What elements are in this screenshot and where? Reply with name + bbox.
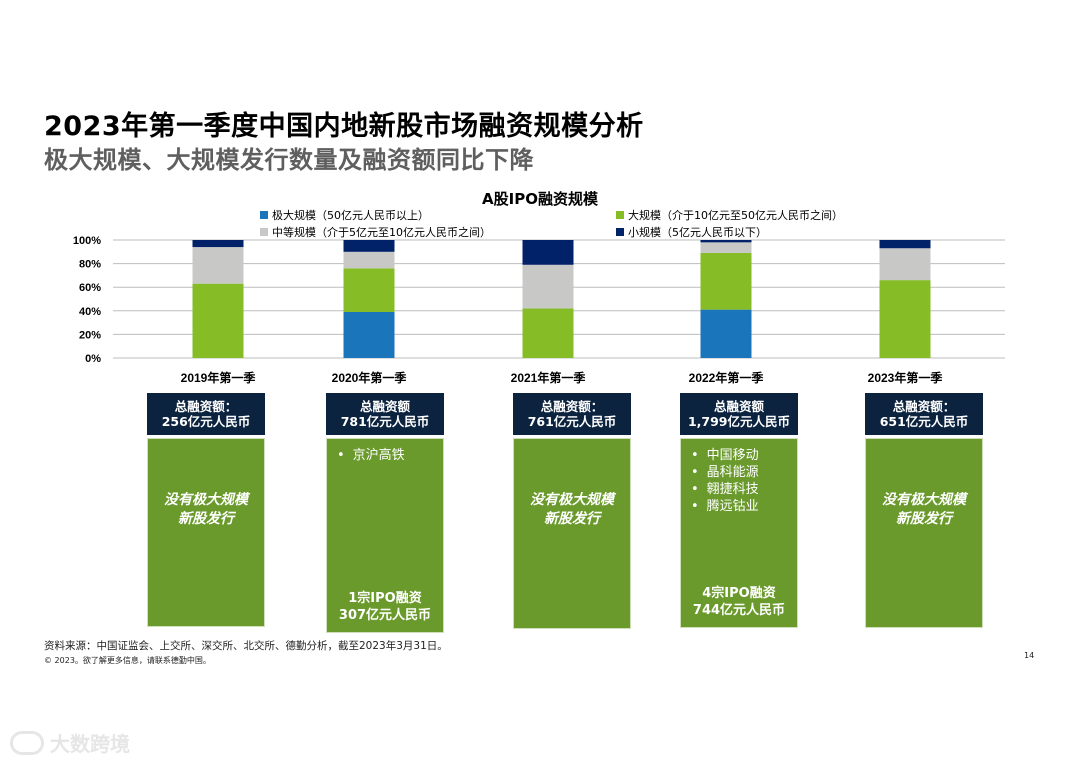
bar-segment-small [343, 240, 395, 252]
mega-ipo-summary-line: 1宗IPO融资 [348, 591, 422, 606]
mega-ipo-box: 京沪高铁 1宗IPO融资 307亿元人民币 [326, 438, 444, 633]
legend-swatch-medium [260, 228, 268, 236]
no-mega-ipo-note: 没有极大规模 新股发行 [866, 491, 982, 529]
list-item: 翱捷科技 [691, 481, 759, 498]
page-subtitle: 极大规模、大规模发行数量及融资额同比下降 [44, 146, 534, 174]
mega-ipo-summary-line: 744亿元人民币 [692, 603, 786, 618]
list-item: 腾远钴业 [691, 498, 759, 515]
list-item: 京沪高铁 [337, 447, 405, 464]
y-tick-label: 0% [85, 353, 101, 365]
total-financing-box: 总融资额： 256亿元人民币 [147, 393, 265, 435]
total-financing-value: 256亿元人民币 [161, 414, 251, 429]
bar-segment-small [700, 240, 752, 243]
no-mega-ipo-line: 没有极大规模 [530, 492, 614, 508]
bar-segment-small [522, 240, 574, 265]
y-tick-label: 80% [79, 259, 101, 271]
mega-ipo-summary-line: 307亿元人民币 [338, 608, 432, 623]
page-number: 14 [1024, 651, 1035, 660]
category-label: 2022年第一季 [689, 370, 765, 385]
category-label: 2023年第一季 [868, 370, 944, 385]
no-mega-ipo-line: 新股发行 [178, 511, 234, 527]
mega-ipo-box: 中国移动晶科能源翱捷科技腾远钴业 4宗IPO融资 744亿元人民币 [680, 438, 798, 628]
legend-label-large: 大规模（介于10亿元至50亿元人民币之间） [628, 209, 843, 222]
bar-segment-medium [700, 242, 752, 253]
no-mega-ipo-note: 没有极大规模 新股发行 [148, 491, 264, 529]
legend-small: 小规模（5亿元人民币以下） [616, 224, 767, 240]
legend-mega: 极大规模（50亿元人民币以上） [260, 207, 429, 223]
stacked-bar-chart: 100% 80% 60% 40% 20% 0% 2019年第一季 2020年第一季 2021年第… [73, 235, 1005, 385]
mega-ipo-box: 没有极大规模 新股发行 [865, 438, 983, 628]
category-label: 2020年第一季 [332, 370, 408, 385]
bar-segment-mega [343, 311, 395, 358]
bar-segment-large [879, 280, 931, 358]
y-tick-label: 100% [73, 235, 101, 247]
total-financing-label: 总融资额： [174, 399, 238, 414]
bar-segment-medium [192, 247, 244, 284]
no-mega-ipo-line: 没有极大规模 [164, 492, 248, 508]
bar-segment-mega [700, 309, 752, 358]
mega-ipo-summary: 1宗IPO融资 307亿元人民币 [327, 590, 443, 624]
total-financing-label: 总融资额： [540, 399, 604, 414]
list-item: 中国移动 [691, 447, 759, 464]
no-mega-ipo-line: 新股发行 [544, 511, 600, 527]
total-financing-value: 651亿元人民币 [879, 414, 969, 429]
bar-segment-medium [343, 251, 395, 269]
bar-segment-large [700, 252, 752, 310]
mega-ipo-summary-line: 4宗IPO融资 [702, 586, 776, 601]
total-financing-box: 总融资额： 651亿元人民币 [865, 393, 983, 435]
bar-segment-large [522, 308, 574, 358]
total-financing-value: 1,799亿元人民币 [687, 414, 791, 429]
total-financing-value: 761亿元人民币 [527, 414, 617, 429]
mega-ipo-list: 中国移动晶科能源翱捷科技腾远钴业 [691, 447, 759, 515]
mega-ipo-summary: 4宗IPO融资 744亿元人民币 [681, 585, 797, 619]
mega-ipo-box: 没有极大规模 新股发行 [147, 438, 265, 627]
legend-medium: 中等规模（介于5亿元至10亿元人民币之间） [260, 224, 491, 240]
watermark-logo-icon [10, 730, 44, 755]
total-financing-box: 总融资额： 761亿元人民币 [513, 393, 631, 435]
total-financing-box: 总融资额 781亿元人民币 [326, 393, 444, 435]
total-financing-box: 总融资额 1,799亿元人民币 [680, 393, 798, 435]
legend-large: 大规模（介于10亿元至50亿元人民币之间） [616, 207, 843, 223]
legend-swatch-small [616, 228, 624, 236]
chart-title: A股IPO融资规模 [482, 190, 598, 208]
copyright-note: © 2023。欲了解更多信息，请联系德勤中国。 [44, 656, 211, 665]
total-financing-label: 总融资额 [359, 399, 410, 414]
category-label: 2021年第一季 [511, 370, 587, 385]
watermark: 大数跨境 [10, 728, 130, 757]
bar-segment-medium [522, 264, 574, 309]
mega-ipo-box: 没有极大规模 新股发行 [513, 438, 631, 629]
total-financing-label: 总融资额： [892, 399, 956, 414]
no-mega-ipo-note: 没有极大规模 新股发行 [514, 491, 630, 529]
y-tick-label: 60% [79, 282, 101, 294]
legend-label-medium: 中等规模（介于5亿元至10亿元人民币之间） [272, 226, 491, 239]
bar-segment-small [192, 240, 244, 248]
bar-segment-large [343, 268, 395, 312]
legend-swatch-mega [260, 211, 268, 219]
y-tick-label: 40% [79, 306, 101, 318]
total-financing-label: 总融资额 [713, 399, 764, 414]
no-mega-ipo-line: 新股发行 [896, 511, 952, 527]
legend-label-mega: 极大规模（50亿元人民币以上） [272, 209, 429, 222]
watermark-text: 大数跨境 [50, 732, 130, 756]
bar-segment-medium [879, 248, 931, 281]
source-note: 资料来源：中国证监会、上交所、深交所、北交所、德勤分析，截至2023年3月31日… [44, 640, 448, 652]
y-tick-label: 20% [79, 329, 101, 341]
mega-ipo-list: 京沪高铁 [337, 447, 405, 464]
bar-segment-large [192, 283, 244, 358]
page-title: 2023年第一季度中国内地新股市场融资规模分析 [44, 111, 644, 142]
list-item: 晶科能源 [691, 464, 759, 481]
no-mega-ipo-line: 没有极大规模 [882, 492, 966, 508]
category-label: 2019年第一季 [181, 370, 257, 385]
bar-segment-small [879, 240, 931, 249]
legend-label-small: 小规模（5亿元人民币以下） [628, 226, 767, 239]
total-financing-value: 781亿元人民币 [340, 414, 430, 429]
legend-swatch-large [616, 211, 624, 219]
